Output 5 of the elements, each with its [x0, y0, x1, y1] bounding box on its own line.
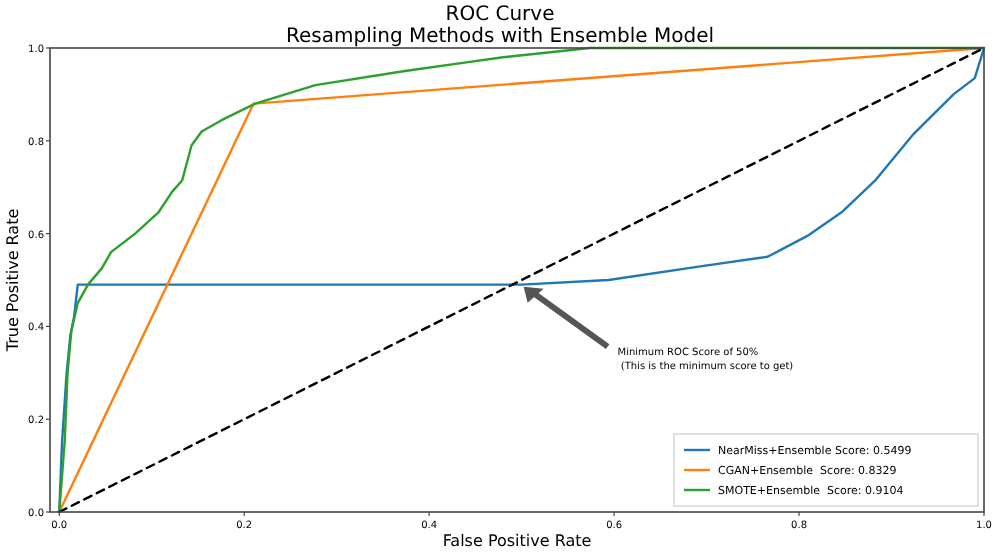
line-series [58, 46, 986, 514]
chart-subtitle: Resampling Methods with Ensemble Model [285, 26, 715, 48]
y-axis-title: True Positive Rate [4, 208, 22, 354]
x-axis-title: False Positive Rate [442, 532, 592, 550]
chart-title: ROC Curve [445, 4, 555, 26]
